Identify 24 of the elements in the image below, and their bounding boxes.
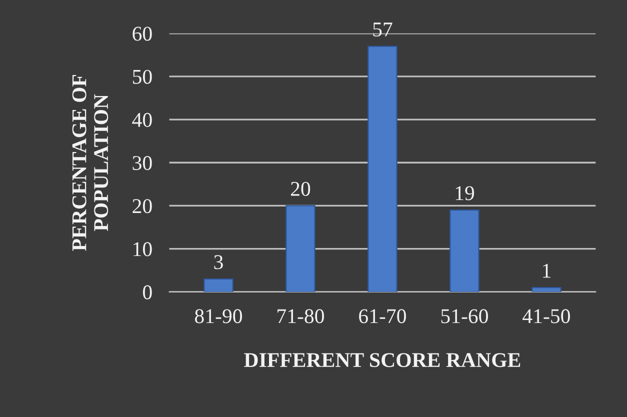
bar xyxy=(368,46,398,292)
data-label: 1 xyxy=(543,264,550,278)
y-tick-label: 10 xyxy=(134,242,152,256)
bar xyxy=(204,278,234,292)
x-axis-title: DIFFERENT SCORE RANGE xyxy=(244,353,520,368)
data-label: 19 xyxy=(456,186,474,200)
y-tick-label: 0 xyxy=(143,285,152,300)
x-tick-label: 61-70 xyxy=(359,309,406,324)
x-tick-label: 51-60 xyxy=(441,309,488,324)
bar xyxy=(532,287,562,292)
bar xyxy=(450,209,480,292)
y-tick-label: 20 xyxy=(132,199,152,214)
y-tick-label: 30 xyxy=(132,156,152,170)
data-label: 57 xyxy=(373,22,392,36)
data-label: 3 xyxy=(214,255,223,270)
y-axis-title: PERCENTAGE OF POPULATION xyxy=(72,74,108,251)
x-tick-label: 41-50 xyxy=(522,309,570,324)
x-tick-label: 71-80 xyxy=(278,309,324,324)
y-tick-label: 60 xyxy=(132,26,152,41)
y-tick-label: 40 xyxy=(132,112,152,127)
y-tick-label: 50 xyxy=(133,70,152,84)
data-label: 20 xyxy=(290,182,310,196)
bar xyxy=(286,205,316,292)
x-tick-label: 81-90 xyxy=(194,309,242,324)
